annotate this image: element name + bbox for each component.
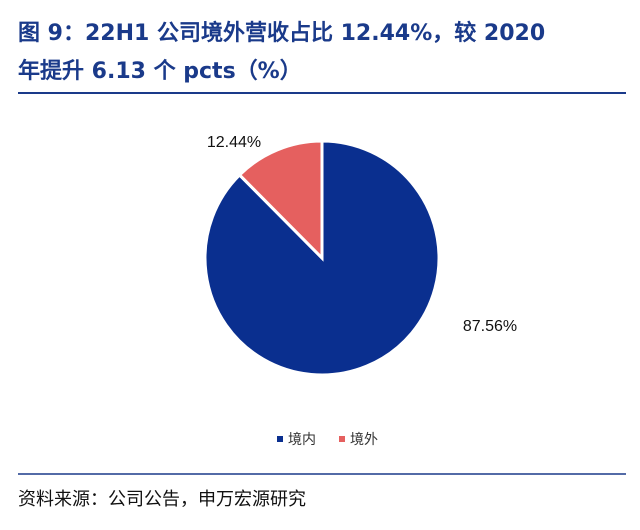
chart-title: 图 9：22H1 公司境外营收占比 12.44%，较 2020 [18,20,545,46]
legend-label: 境内 [288,432,316,448]
legend-marker [277,436,283,442]
pie-slice [237,139,324,262]
source: 资料来源：公司公告，申万宏源研究 [18,489,306,510]
chart-title: 年提升 6.13 个 pcts（%） [18,58,302,84]
legend-label: 境外 [350,432,378,448]
legend-marker [339,436,345,442]
data-label: 87.56% [463,318,517,335]
data-label: 12.44% [207,134,261,151]
